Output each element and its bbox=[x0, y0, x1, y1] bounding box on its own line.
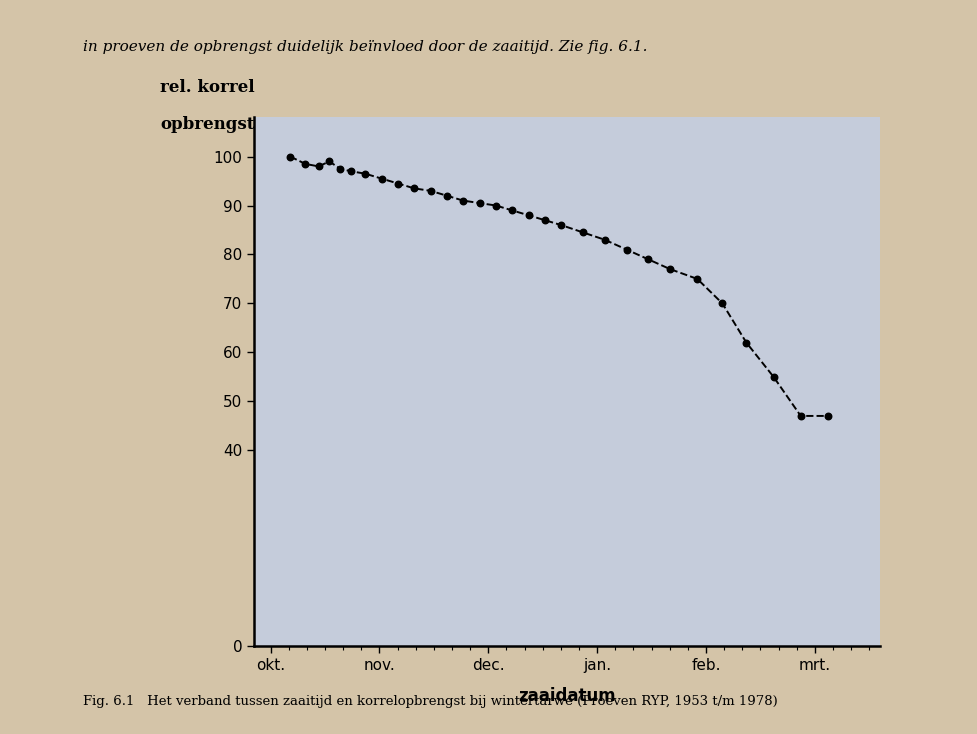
X-axis label: zaaidatum: zaaidatum bbox=[518, 686, 616, 705]
Point bbox=[520, 209, 535, 221]
Point bbox=[439, 190, 454, 202]
Point bbox=[504, 205, 520, 217]
Point bbox=[406, 183, 422, 195]
Point bbox=[282, 150, 298, 162]
Text: Fig. 6.1   Het verband tussen zaaitijd en korrelopbrengst bij wintertarwe (Proev: Fig. 6.1 Het verband tussen zaaitijd en … bbox=[83, 695, 777, 708]
Point bbox=[536, 214, 552, 226]
Point bbox=[738, 337, 753, 349]
Point bbox=[661, 264, 677, 275]
Point bbox=[422, 185, 438, 197]
Point bbox=[689, 273, 704, 285]
Text: in proeven de opbrengst duidelijk beïnvloed door de zaaitijd. Zie fig. 6.1.: in proeven de opbrengst duidelijk beïnvl… bbox=[83, 40, 647, 54]
Point bbox=[618, 244, 634, 255]
Point bbox=[488, 200, 503, 211]
Point bbox=[311, 161, 326, 172]
Point bbox=[574, 227, 590, 239]
Text: opbrengst: opbrengst bbox=[160, 116, 254, 134]
Point bbox=[714, 297, 730, 309]
Point bbox=[373, 172, 389, 184]
Point bbox=[390, 178, 405, 189]
Point bbox=[792, 410, 808, 422]
Point bbox=[471, 197, 487, 209]
Text: rel. korrel: rel. korrel bbox=[160, 79, 255, 96]
Point bbox=[596, 234, 612, 246]
Point bbox=[455, 195, 471, 206]
Point bbox=[297, 158, 313, 170]
Point bbox=[820, 410, 835, 422]
Point bbox=[640, 253, 656, 265]
Point bbox=[332, 163, 348, 175]
Point bbox=[358, 168, 373, 180]
Point bbox=[343, 165, 359, 177]
Point bbox=[321, 156, 337, 167]
Point bbox=[765, 371, 781, 382]
Point bbox=[553, 219, 569, 231]
